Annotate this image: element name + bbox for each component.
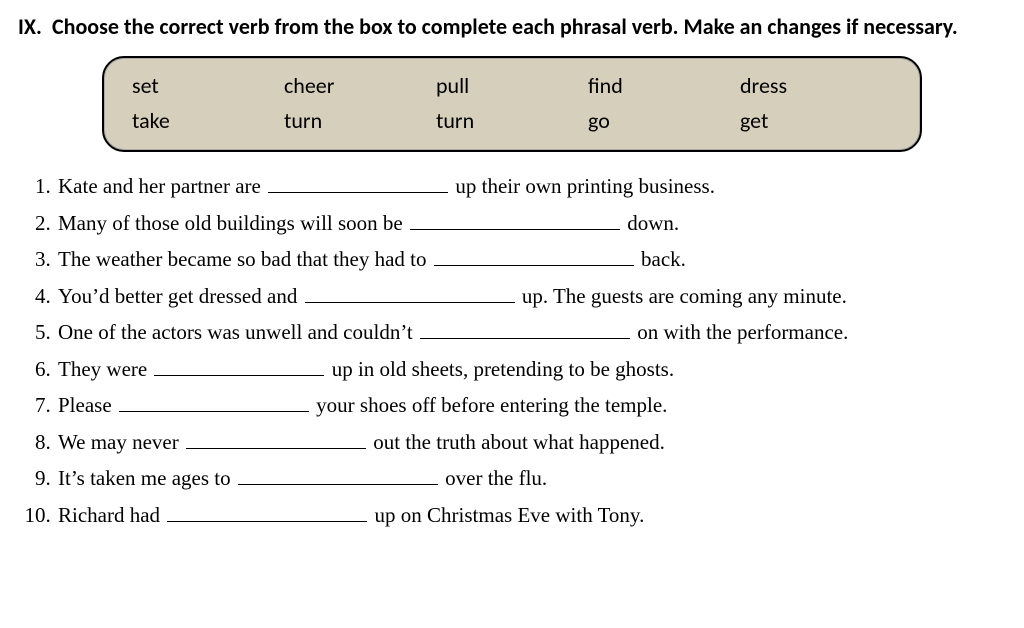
word-cell: dress	[740, 68, 892, 103]
instruction-text: Choose the correct verb from the box to …	[52, 12, 958, 42]
fill-blank[interactable]	[434, 245, 634, 266]
question-item: It’s taken me ages to over the flu.	[56, 462, 1006, 495]
sentence-part: your shoes off before entering the templ…	[311, 393, 668, 417]
sentence-part: down.	[622, 211, 679, 235]
fill-blank[interactable]	[186, 428, 366, 449]
fill-blank[interactable]	[420, 318, 630, 339]
fill-blank[interactable]	[305, 282, 515, 303]
fill-blank[interactable]	[410, 209, 620, 230]
sentence-part: up their own printing business.	[450, 174, 715, 198]
question-list: Kate and her partner are up their own pr…	[26, 170, 1006, 531]
word-cell: pull	[436, 68, 588, 103]
fill-blank[interactable]	[268, 172, 448, 193]
sentence-part: up in old sheets, pretending to be ghost…	[326, 357, 674, 381]
sentence-part: out the truth about what happened.	[368, 430, 665, 454]
sentence-part: Many of those old buildings will soon be	[58, 211, 408, 235]
word-row-1: set cheer pull find dress	[132, 68, 892, 103]
sentence-part: Please	[58, 393, 117, 417]
question-item: Please your shoes off before entering th…	[56, 389, 1006, 422]
sentence-part: We may never	[58, 430, 184, 454]
question-item: Richard had up on Christmas Eve with Ton…	[56, 499, 1006, 532]
exercise-page: IX. Choose the correct verb from the box…	[0, 0, 1024, 554]
sentence-part: up on Christmas Eve with Tony.	[369, 503, 644, 527]
question-item: Kate and her partner are up their own pr…	[56, 170, 1006, 203]
instruction-block: IX. Choose the correct verb from the box…	[18, 12, 1006, 42]
sentence-part: up. The guests are coming any minute.	[517, 284, 847, 308]
sentence-part: Richard had	[58, 503, 165, 527]
question-item: One of the actors was unwell and couldn’…	[56, 316, 1006, 349]
word-cell: turn	[436, 103, 588, 138]
sentence-part: One of the actors was unwell and couldn’…	[58, 320, 418, 344]
word-cell: get	[740, 103, 892, 138]
word-cell: go	[588, 103, 740, 138]
word-cell: cheer	[284, 68, 436, 103]
sentence-part: over the flu.	[440, 466, 547, 490]
fill-blank[interactable]	[238, 465, 438, 486]
sentence-part: Kate and her partner are	[58, 174, 266, 198]
question-item: Many of those old buildings will soon be…	[56, 207, 1006, 240]
question-item: You’d better get dressed and up. The gue…	[56, 280, 1006, 313]
sentence-part: They were	[58, 357, 152, 381]
sentence-part: back.	[636, 247, 686, 271]
word-cell: take	[132, 103, 284, 138]
question-item: We may never out the truth about what ha…	[56, 426, 1006, 459]
sentence-part: on with the performance.	[632, 320, 848, 344]
word-cell: set	[132, 68, 284, 103]
sentence-part: The weather became so bad that they had …	[58, 247, 432, 271]
word-row-2: take turn turn go get	[132, 103, 892, 138]
sentence-part: It’s taken me ages to	[58, 466, 236, 490]
sentence-part: You’d better get dressed and	[58, 284, 303, 308]
verb-word-box: set cheer pull find dress take turn turn…	[102, 56, 922, 152]
word-cell: find	[588, 68, 740, 103]
exercise-numeral: IX.	[18, 12, 52, 42]
fill-blank[interactable]	[154, 355, 324, 376]
fill-blank[interactable]	[167, 501, 367, 522]
question-item: The weather became so bad that they had …	[56, 243, 1006, 276]
question-item: They were up in old sheets, pretending t…	[56, 353, 1006, 386]
word-cell: turn	[284, 103, 436, 138]
fill-blank[interactable]	[119, 391, 309, 412]
